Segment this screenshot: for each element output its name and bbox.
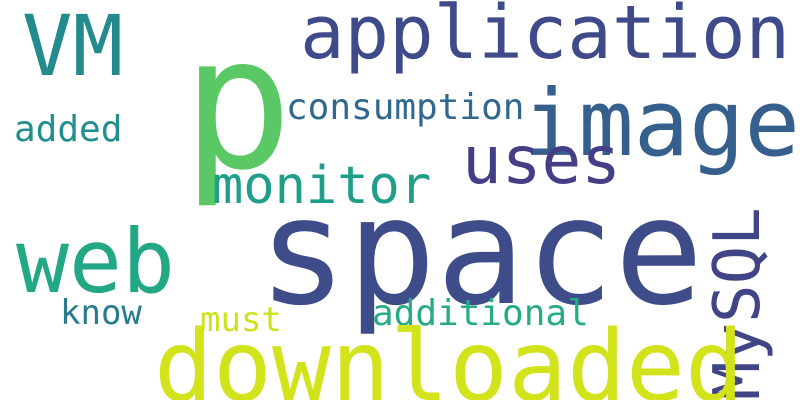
word-uses: uses xyxy=(462,122,621,199)
word-know: know xyxy=(60,293,142,333)
word-must: must xyxy=(200,300,282,340)
word-monitor: monitor xyxy=(212,156,432,216)
word-additional: additional xyxy=(372,293,589,334)
word-image: image xyxy=(523,70,800,177)
word-vm: VM xyxy=(22,0,124,95)
word-consumption: consumption xyxy=(286,87,525,128)
word-space: space xyxy=(258,166,704,338)
word-p: p xyxy=(182,0,293,211)
word-web: web xyxy=(16,210,175,313)
word-added: added xyxy=(14,109,123,150)
word-downloaded: downloaded xyxy=(154,310,745,400)
word-application: application xyxy=(300,0,791,76)
